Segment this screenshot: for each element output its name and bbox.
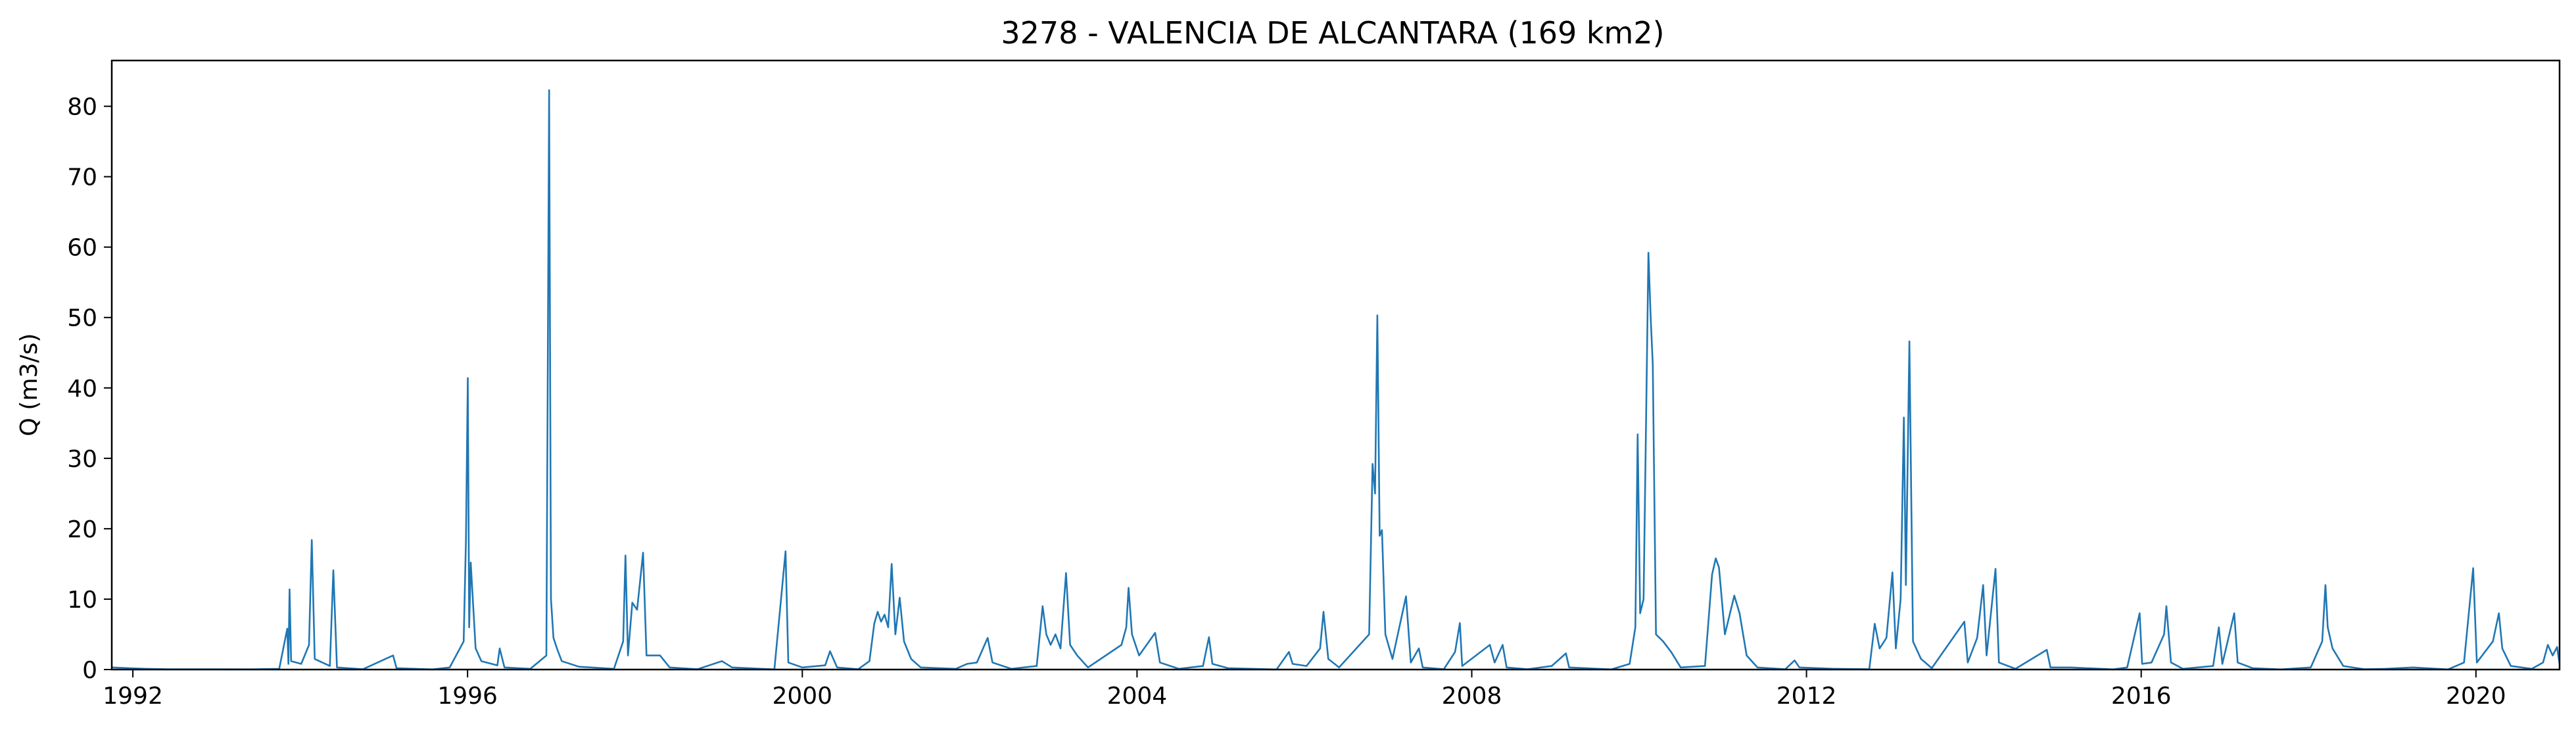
plot-frame bbox=[112, 61, 2560, 670]
y-tick-label: 30 bbox=[67, 446, 97, 473]
x-tick-label: 2020 bbox=[2446, 683, 2506, 710]
x-tick-label: 2012 bbox=[1777, 683, 1837, 710]
y-axis: 0 10 20 30 40 50 60 70 80 bbox=[67, 94, 112, 684]
y-axis-label: Q (m3/s) bbox=[16, 333, 43, 437]
x-tick-label: 2016 bbox=[2111, 683, 2172, 710]
y-tick-label: 70 bbox=[67, 164, 97, 191]
plot-area bbox=[112, 61, 2560, 670]
x-axis: 1992 1996 2000 2004 2008 2012 2016 2020 bbox=[103, 670, 2506, 710]
y-tick-label: 80 bbox=[67, 94, 97, 121]
x-tick-label: 2004 bbox=[1107, 683, 1168, 710]
y-tick-label: 0 bbox=[82, 657, 97, 684]
y-tick-label: 40 bbox=[67, 376, 97, 403]
series-layer bbox=[112, 90, 2560, 670]
x-tick-label: 1996 bbox=[437, 683, 498, 710]
x-tick-label: 2000 bbox=[772, 683, 832, 710]
chart-title: 3278 - VALENCIA DE ALCANTARA (169 km2) bbox=[1001, 15, 1664, 51]
y-tick-label: 20 bbox=[67, 516, 97, 543]
x-tick-label: 2008 bbox=[1442, 683, 1502, 710]
y-tick-label: 10 bbox=[67, 587, 97, 614]
y-tick-label: 50 bbox=[67, 305, 97, 332]
series-line-0 bbox=[112, 90, 2560, 670]
y-tick-label: 60 bbox=[67, 235, 97, 262]
x-tick-label: 1992 bbox=[103, 683, 163, 710]
